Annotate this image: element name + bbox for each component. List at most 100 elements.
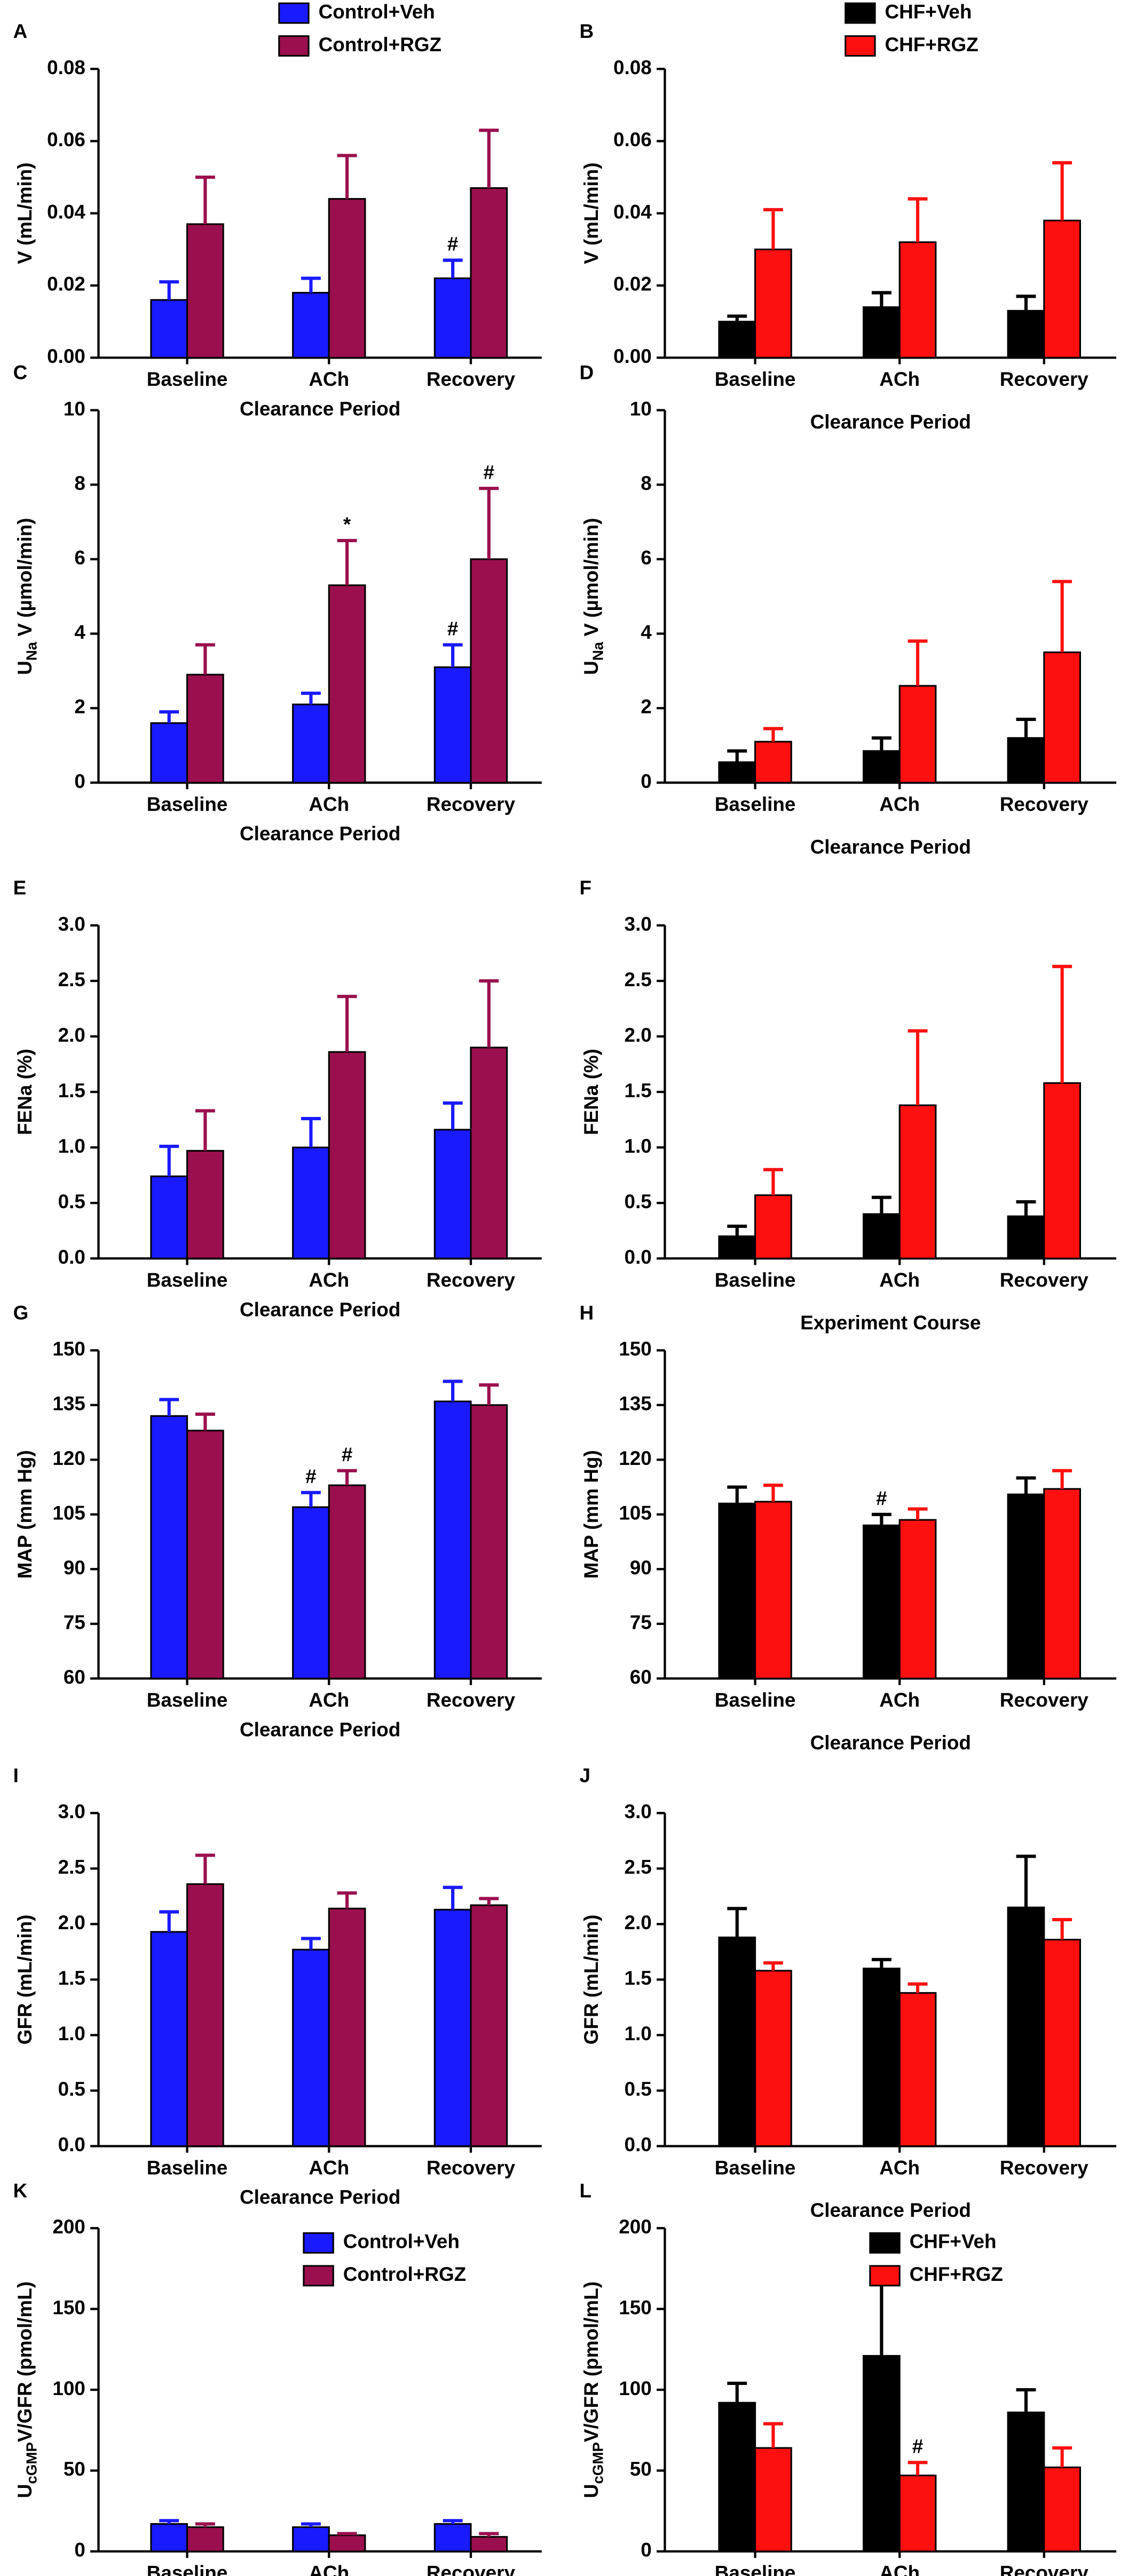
bar [433,1400,472,1679]
y-tick-label: 1.0 [58,1135,85,1157]
bar [328,198,366,359]
bar [470,187,508,359]
x-tick-label: Recovery [427,1689,516,1711]
bar [292,1948,330,2147]
y-axis-label: UcGMPV/GFR (pmol/mL) [14,2281,40,2498]
y-tick-label: 0.04 [613,201,652,223]
legend-swatch [303,2232,334,2254]
panel: A 0.00 0.02 0.04 0.06 0.08 V (mL/min) Clearance… [13,1,542,419]
x-tick-label: Baseline [147,2562,228,2576]
x-tick-label: ACh [309,2157,349,2178]
x-axis-label: Clearance Period [240,398,400,419]
y-tick-label: 2.5 [625,1856,652,1878]
bar [1007,310,1045,359]
y-axis-label-part: U [14,661,36,675]
panel-letter: D [580,362,594,384]
bar [150,1175,188,1259]
y-tick-label: 2.0 [58,1912,85,1933]
x-tick-label: ACh [309,2562,349,2576]
x-tick-label: ACh [879,2157,920,2178]
panel: C 0 2 4 6 8 10 UNa V (µmol/min) Clearance Period… [13,362,542,845]
bar [186,1430,224,1679]
bar [1007,1493,1045,1679]
y-tick-label: 120 [52,1447,85,1469]
y-axis-label: GFR (mL/min) [14,1915,36,2045]
x-tick-label: Baseline [715,1269,796,1291]
y-tick-label: 150 [52,1338,85,1360]
y-tick-label: 0.0 [625,1246,652,1268]
bar [862,1968,901,2147]
y-tick-label: 75 [64,1612,85,1634]
bar [862,2355,901,2553]
y-axis-label-part: V (µmol/min) [14,518,36,641]
bar [718,1936,756,2147]
y-tick-label: 3.0 [58,913,85,935]
y-axis-label: FENa (%) [580,1049,602,1135]
x-axis-label: Clearance Period [240,1718,400,1740]
bar [433,1129,472,1259]
y-tick-label: 0.08 [47,57,85,78]
panel-letter: A [13,20,28,42]
panel-letter: I [13,1764,19,1786]
y-tick-label: 90 [630,1557,652,1579]
y-tick-label: 0.02 [47,273,85,295]
x-tick-label: Baseline [147,1269,228,1291]
y-tick-label: 2.0 [625,1024,652,1046]
panel-letter: C [13,362,28,384]
panel: G 60 75 90 105 120 135 150 MAP (mm Hg) Clearance … [13,1302,542,1740]
bar [718,1235,756,1259]
y-tick-label: 10 [630,398,652,419]
x-axis-label: Clearance Period [810,411,971,433]
panel-letter: H [580,1302,594,1323]
legend-label: CHF+RGZ [885,34,979,56]
y-axis-label-part: Na [23,641,40,661]
legend-swatch [869,2265,901,2287]
y-tick-label: 0.06 [47,129,85,150]
legend-label: CHF+RGZ [910,2263,1003,2285]
y-axis-label-part: V/GFR (pmol/mL) [580,2281,602,2442]
x-tick-label: Recovery [427,2562,516,2576]
bar [186,1883,224,2147]
bar [470,1047,508,1259]
bar [328,2534,366,2553]
bar [433,2523,472,2553]
y-tick-label: 0 [74,770,85,792]
y-tick-label: 60 [64,1666,85,1688]
bar [328,1907,366,2147]
y-tick-label: 50 [64,2458,85,2480]
x-tick-label: Recovery [427,2157,516,2178]
y-tick-label: 2.5 [625,969,652,990]
y-tick-label: 2.5 [58,969,85,990]
y-tick-label: 2 [74,696,85,718]
bar [328,584,366,784]
bar [754,1194,792,1259]
y-tick-label: 0.00 [613,345,652,367]
bar [433,1908,472,2147]
bar [186,1150,224,1259]
y-tick-label: 200 [619,2216,652,2238]
y-tick-label: 135 [52,1393,85,1415]
bar [1043,651,1081,784]
x-tick-label: Baseline [715,368,796,390]
x-tick-label: ACh [309,368,349,390]
panel-letter: G [13,1302,29,1323]
bar [754,248,792,359]
bar [186,2526,224,2553]
bar [1043,219,1081,359]
annotation: # [447,233,459,255]
y-tick-label: 150 [619,2296,652,2318]
y-tick-label: 1.0 [625,1135,652,1157]
y-tick-label: 8 [74,472,85,494]
bar [898,1992,937,2147]
y-tick-label: 100 [52,2377,85,2399]
x-tick-label: Baseline [147,793,228,815]
y-axis-label-part: cGMP [23,2442,40,2484]
bar [898,685,937,784]
panel: K 0 50 100 150 200 UcGMPV/GFR (pmol/mL) Clearan… [13,2179,542,2576]
y-axis-label-part: U [14,2484,36,2498]
legend-swatch [303,2265,334,2287]
y-tick-label: 0.08 [613,57,652,78]
bar [292,291,330,359]
y-tick-label: 8 [641,472,652,494]
